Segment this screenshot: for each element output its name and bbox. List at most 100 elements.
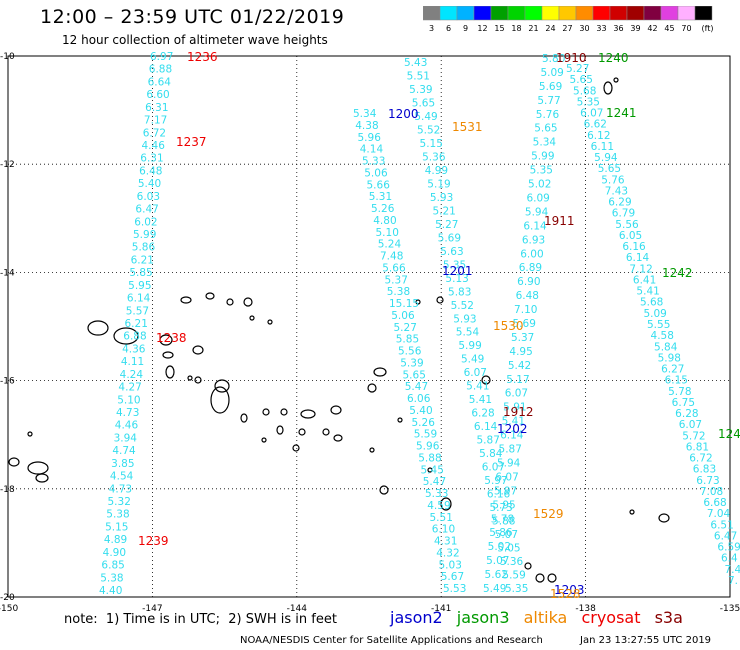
swh-value: 5.49 bbox=[414, 111, 437, 123]
legend-altika: altika bbox=[523, 608, 568, 627]
swh-value: 5.17 bbox=[506, 374, 529, 386]
swh-value: 5.45 bbox=[421, 464, 444, 476]
swh-value: 6.72 bbox=[143, 127, 166, 139]
swh-value: 6.07 bbox=[495, 471, 518, 483]
swh-value: 4.95 bbox=[509, 346, 532, 358]
swh-value: 5.38 bbox=[387, 286, 410, 298]
swh-value: 6.47 bbox=[135, 204, 158, 216]
pass-time-label: 1202 bbox=[497, 422, 528, 436]
x-tick-label: -150 bbox=[0, 604, 18, 614]
swh-value: 6.64 bbox=[148, 76, 172, 88]
swh-value: 5.65 bbox=[412, 97, 435, 109]
swh-value: 3.85 bbox=[111, 458, 134, 470]
swh-value: 5.35 bbox=[530, 165, 553, 177]
swh-value: 6.85 bbox=[101, 560, 124, 572]
swh-value: 5.36 bbox=[500, 556, 524, 568]
swh-value: 5.15 bbox=[420, 138, 443, 150]
track-t1236: 6.976.886.646.606.317.176.724.466.316.48… bbox=[99, 51, 173, 597]
swh-value: 7.08 bbox=[700, 486, 723, 498]
swh-value: 6.93 bbox=[522, 234, 545, 246]
swh-value: 5.51 bbox=[430, 512, 453, 524]
swh-value: 5.88 bbox=[492, 516, 515, 528]
swh-value: 6.12 bbox=[587, 130, 610, 142]
swh-value: 4.90 bbox=[103, 547, 126, 559]
swh-value: 6.09 bbox=[526, 192, 549, 204]
x-tick-label: -138 bbox=[575, 604, 596, 614]
swh-value: 5.76 bbox=[536, 109, 560, 121]
legend-jason3: jason3 bbox=[456, 608, 510, 627]
swh-value: 7.17 bbox=[144, 115, 167, 127]
swh-value: 3.94 bbox=[114, 432, 138, 444]
swh-value: 5.76 bbox=[601, 174, 625, 186]
color-scale-label: 27 bbox=[562, 24, 572, 33]
swh-value: 5.78 bbox=[491, 513, 514, 525]
swh-value: 6.11 bbox=[591, 141, 614, 153]
swh-value: 6.4 bbox=[721, 553, 738, 565]
pass-time-label: 1240 bbox=[598, 51, 629, 65]
color-scale-label: 12 bbox=[477, 24, 487, 33]
swh-value: 5.86 bbox=[132, 242, 156, 254]
swh-value: 5.52 bbox=[451, 300, 474, 312]
pass-time-label: 1530 bbox=[493, 319, 524, 333]
swh-value: 5.55 bbox=[647, 319, 670, 331]
swh-value: 5.15 bbox=[105, 521, 128, 533]
swh-value: 5.83 bbox=[448, 286, 471, 298]
swh-value: 5.65 bbox=[403, 369, 426, 381]
swh-value: 5.87 bbox=[477, 435, 500, 447]
swh-value: 5.21 bbox=[432, 205, 455, 217]
swh-value: 5.31 bbox=[369, 191, 392, 203]
swh-value: 6.47 bbox=[714, 530, 737, 542]
swh-value: 5.66 bbox=[382, 262, 406, 274]
swh-value: 6.83 bbox=[693, 464, 716, 476]
swh-value: 6.14 bbox=[523, 220, 547, 232]
track-t1910: 5.80 5.09 5.69 5.77 5.76 5.65 5.34 5.99 5.35 5.02… bbox=[483, 53, 565, 595]
swh-value: 5.98 bbox=[658, 352, 681, 364]
swh-value: 7.10 bbox=[514, 304, 537, 316]
swh-value: 5.33 bbox=[425, 488, 448, 500]
swh-value: 5.78 bbox=[668, 386, 691, 398]
swh-value: 5.99 bbox=[531, 151, 554, 163]
swh-value: 5.53 bbox=[443, 583, 466, 595]
swh-value: 4.27 bbox=[118, 382, 141, 394]
swh-value: 5.02 bbox=[528, 179, 551, 191]
swh-value: 6.73 bbox=[696, 475, 719, 487]
pass-time-label: 1203 bbox=[554, 583, 585, 597]
swh-value: 5.26 bbox=[371, 203, 395, 215]
swh-value: 6.81 bbox=[686, 441, 709, 453]
swh-value: 4.36 bbox=[122, 343, 146, 355]
swh-value: 7.48 bbox=[380, 251, 403, 263]
swh-value: 5.34 bbox=[533, 137, 557, 149]
swh-value: 6.07 bbox=[482, 462, 505, 474]
track-t1241: 5.275.655.685.356.076.626.126.115.945.65… bbox=[566, 63, 740, 587]
island-outlines bbox=[8, 77, 670, 583]
color-scale-label: 6 bbox=[446, 24, 451, 33]
pass-time-label: 1910 bbox=[556, 51, 587, 65]
swh-value: 4.46 bbox=[115, 420, 139, 432]
swh-value: 7.43 bbox=[605, 185, 628, 197]
swh-value: 4.11 bbox=[121, 356, 144, 368]
swh-value: 5.56 bbox=[398, 346, 422, 358]
pass-time-label: 1242 bbox=[662, 266, 693, 280]
swh-value: 5.36 bbox=[422, 151, 446, 163]
swh-value: 6.14 bbox=[127, 293, 151, 305]
swh-value: 5.59 bbox=[502, 570, 525, 582]
color-scale-label: 36 bbox=[613, 24, 623, 33]
swh-value: 5.65 bbox=[598, 163, 621, 175]
swh-value: 5.94 bbox=[525, 206, 549, 218]
pass-time-label: 1236 bbox=[187, 50, 218, 64]
y-tick-label: -14 bbox=[0, 268, 15, 278]
swh-value: 5.38 bbox=[100, 572, 123, 584]
swh-value: 7.04 bbox=[707, 508, 731, 520]
swh-value: 6.07 bbox=[464, 367, 487, 379]
swh-value: 5.66 bbox=[367, 179, 391, 191]
swh-value: 5.77 bbox=[537, 95, 560, 107]
swh-value: 6.31 bbox=[145, 102, 168, 114]
swh-value: 6.14 bbox=[500, 430, 524, 442]
swh-value: 5.38 bbox=[106, 509, 129, 521]
swh-value: 4.89 bbox=[104, 534, 127, 546]
swh-value: 5.24 bbox=[378, 239, 402, 251]
swh-value: 4.46 bbox=[142, 140, 166, 152]
swh-value: 5.06 bbox=[364, 167, 388, 179]
color-scale-label: (ft) bbox=[701, 24, 713, 33]
